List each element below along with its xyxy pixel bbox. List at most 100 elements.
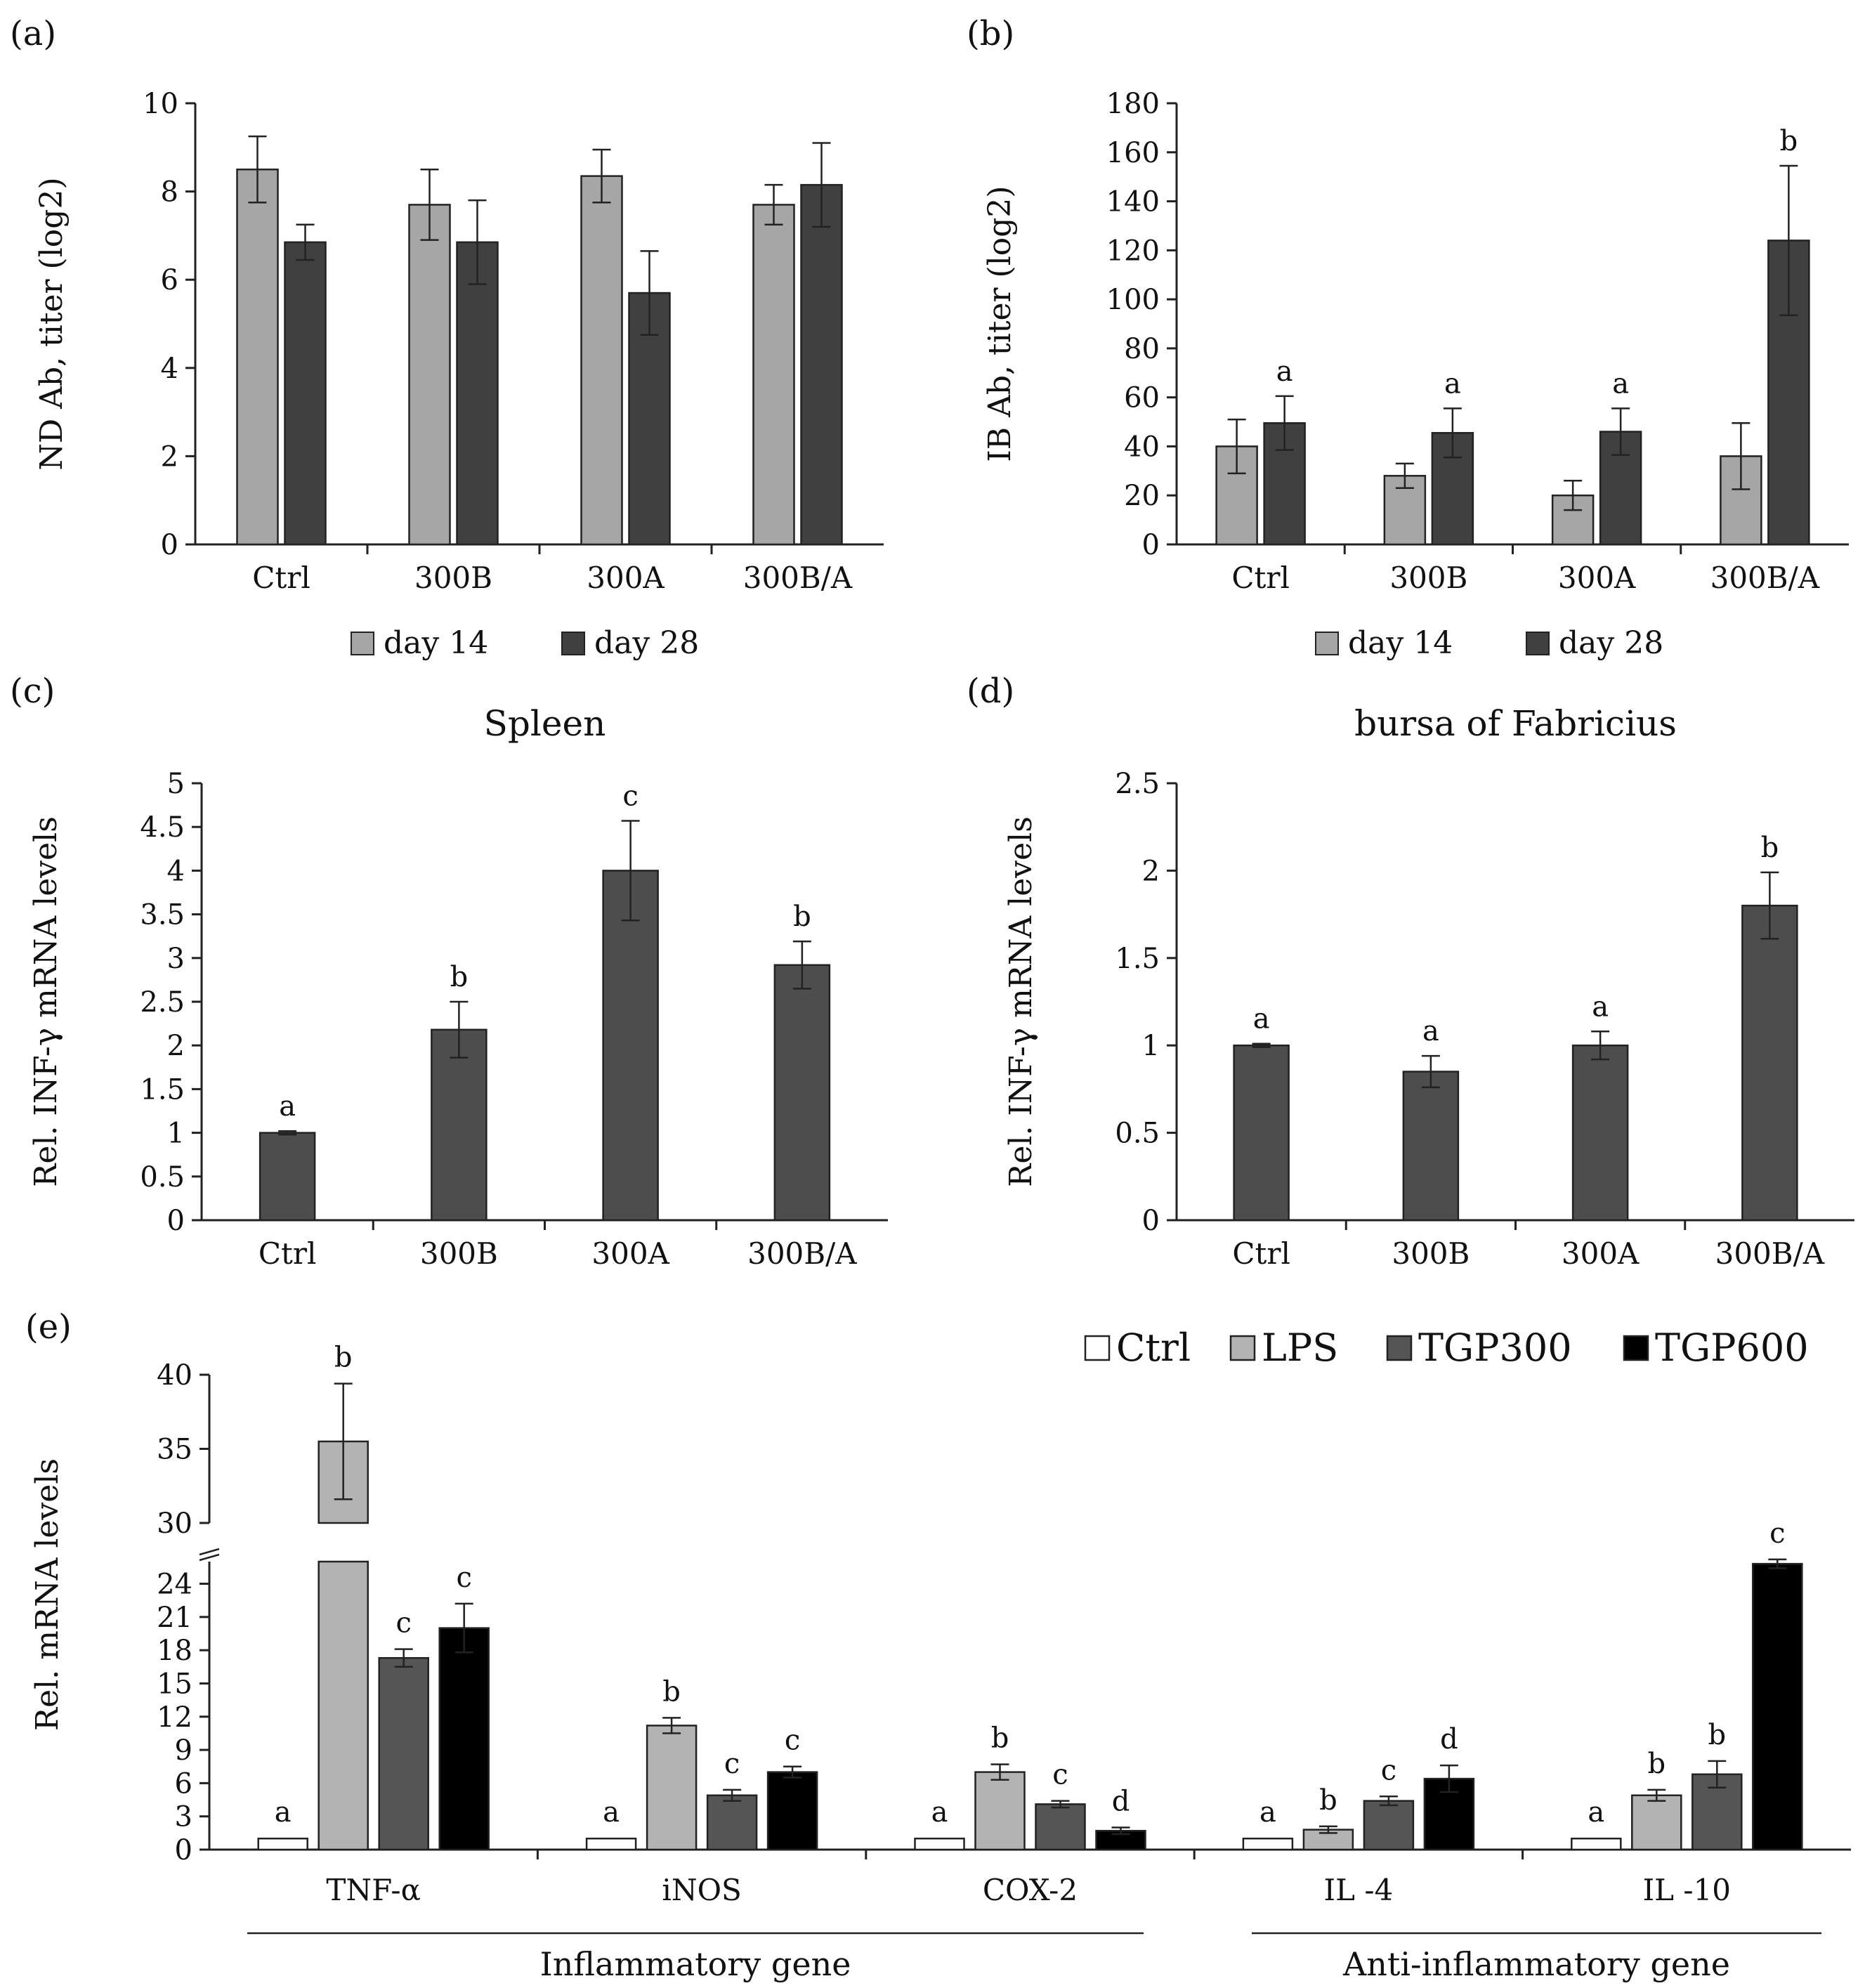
error-bar <box>592 148 611 204</box>
bar <box>318 1560 369 1851</box>
y-tick-label: 2.5 <box>140 986 185 1019</box>
legend-label: Ctrl <box>1116 1326 1191 1370</box>
group-label: Inflammatory gene <box>540 1945 851 1983</box>
error-bar <box>1379 1796 1398 1807</box>
bar <box>706 1794 758 1851</box>
panel-label: (a) <box>10 14 56 53</box>
bar <box>284 241 327 546</box>
significance-label: c <box>622 780 638 812</box>
y-tick-label: 80 <box>1124 333 1160 365</box>
bar <box>1741 904 1798 1222</box>
x-tick-label: 300B <box>414 561 492 595</box>
y-axis-label: Rel. INF-γ mRNA levels <box>28 816 64 1187</box>
error-bar <box>1439 1764 1458 1793</box>
significance-label: b <box>793 901 811 933</box>
y-tick-label: 15 <box>157 1668 192 1700</box>
significance-label: a <box>279 1090 296 1123</box>
bar <box>259 1132 316 1222</box>
chart-title: bursa of Fabricius <box>1354 703 1677 744</box>
bar <box>1233 1044 1290 1222</box>
chart-title: Spleen <box>484 703 606 744</box>
legend-swatch <box>351 632 374 655</box>
significance-label: b <box>1761 832 1779 864</box>
y-tick-label: 9 <box>175 1734 192 1767</box>
error-bar <box>468 199 487 285</box>
legend-label: TGP300 <box>1418 1326 1572 1370</box>
significance-label: b <box>1319 1784 1337 1817</box>
error-bar <box>990 1763 1009 1781</box>
y-tick-label: 3 <box>175 1801 192 1833</box>
error-bar <box>1564 480 1583 511</box>
y-tick-label: 120 <box>1106 235 1160 267</box>
legend-swatch <box>1229 1335 1256 1361</box>
error-bar <box>723 1788 742 1802</box>
significance-label: a <box>931 1796 948 1829</box>
x-tick-label: 300A <box>1562 1236 1640 1271</box>
bar <box>580 175 623 546</box>
y-tick-label: 2 <box>1142 855 1160 887</box>
y-tick-label: 8 <box>161 176 178 209</box>
y-tick-label: 0 <box>175 1834 192 1866</box>
error-bar <box>764 183 783 225</box>
significance-label: a <box>1259 1796 1276 1829</box>
error-bar <box>1051 1800 1070 1809</box>
legend: day 14 day 28 <box>1315 625 1663 661</box>
error-bar <box>334 1382 353 1500</box>
y-tick-label: 6 <box>161 264 178 296</box>
chart-panel-d: (d) bursa of Fabricius 0 0.5 1 1.5 2 2.5 Rel. IN… <box>967 672 1854 1271</box>
x-tick-label: 300B/A <box>1715 1236 1825 1271</box>
bar <box>456 241 499 546</box>
y-tick-label: 12 <box>157 1701 192 1734</box>
error-bar <box>1318 1825 1337 1834</box>
legend-swatch <box>1386 1335 1413 1361</box>
bar <box>1571 1044 1629 1222</box>
x-tick-label: Ctrl <box>259 1236 317 1271</box>
significance-label: b <box>662 1675 681 1708</box>
error-bar <box>1591 1031 1610 1061</box>
x-tick-label: Ctrl <box>252 561 310 595</box>
y-tick-label: 24 <box>157 1569 192 1601</box>
bar <box>602 870 659 1222</box>
x-tick-label: 300B <box>1389 561 1467 595</box>
error-bar <box>394 1648 413 1668</box>
y-tick-label: 20 <box>1124 480 1160 512</box>
y-axis-label: Rel. mRNA levels <box>30 1458 65 1731</box>
y-tick-label: 5 <box>167 768 185 800</box>
x-tick-label: IL -4 <box>1324 1873 1394 1907</box>
y-tick-label: 180 <box>1106 88 1160 120</box>
significance-label: b <box>991 1722 1009 1755</box>
y-tick-label: 3.5 <box>140 899 185 931</box>
bar <box>431 1028 487 1222</box>
x-tick-label: 300B <box>420 1236 498 1271</box>
y-tick-label: 4 <box>167 855 185 887</box>
legend-swatch <box>1315 632 1339 655</box>
x-tick-label: IL -10 <box>1643 1873 1731 1907</box>
bar <box>1631 1794 1682 1851</box>
chart-panel-b: (b) 0 20 40 60 80 100 120 140 160 180 IB Ab, titer … <box>967 14 1849 661</box>
significance-label: a <box>1444 367 1461 400</box>
error-bar <box>812 142 831 228</box>
y-tick-label: 4 <box>161 353 178 385</box>
y-tick-label: 2.5 <box>1115 768 1160 800</box>
y-tick-label: 18 <box>157 1635 192 1667</box>
error-bar <box>1421 1054 1440 1089</box>
bar <box>914 1837 965 1851</box>
panel-label: (c) <box>10 672 55 711</box>
significance-label: d <box>1112 1785 1130 1817</box>
significance-label: b <box>334 1342 353 1374</box>
bar <box>752 204 795 546</box>
error-bar <box>420 168 439 241</box>
y-tick-label: 2 <box>161 440 178 473</box>
y-tick-label: 21 <box>157 1602 192 1634</box>
error-bar <box>1760 871 1779 940</box>
bar <box>974 1771 1026 1851</box>
y-tick-label: 35 <box>157 1434 192 1466</box>
x-tick-label: 300B/A <box>747 1236 857 1271</box>
error-bar <box>1768 1558 1787 1569</box>
panel-label: (b) <box>967 14 1014 53</box>
significance-label: a <box>1592 990 1609 1023</box>
significance-label: b <box>1780 125 1798 157</box>
y-tick-label: 1 <box>167 1118 185 1150</box>
y-tick-label: 2 <box>167 1030 185 1062</box>
